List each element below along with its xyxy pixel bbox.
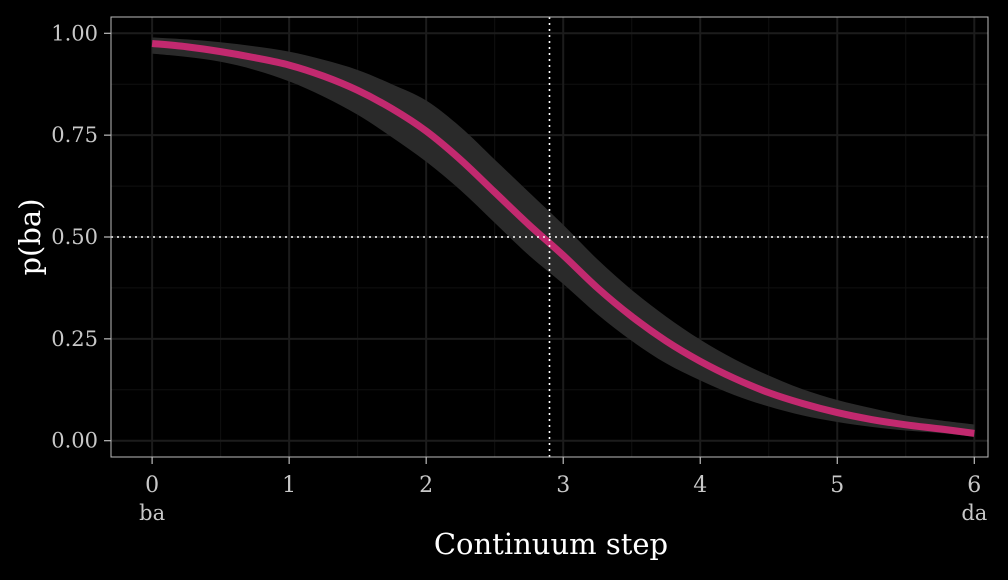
x-tick-label: 0 bbox=[145, 473, 159, 498]
fitted-curve bbox=[151, 39, 975, 437]
y-tick-label: 0.25 bbox=[51, 327, 98, 351]
y-tick-label: 1.00 bbox=[51, 21, 98, 45]
major-grid bbox=[111, 17, 988, 457]
curve-layer bbox=[151, 39, 975, 437]
x-tick-label: 5 bbox=[830, 473, 844, 498]
confidence-band-layer bbox=[152, 37, 975, 437]
y-axis: 0.00 0.25 0.50 0.75 1.00 bbox=[51, 21, 111, 453]
x-endpoint-label: ba bbox=[139, 501, 165, 525]
x-tick-label: 1 bbox=[282, 473, 296, 498]
y-axis-title: p(ba) bbox=[13, 198, 47, 275]
confidence-band bbox=[152, 37, 975, 437]
x-endpoint-label: da bbox=[961, 501, 987, 525]
y-tick-label: 0.00 bbox=[51, 429, 98, 453]
x-axis: 0 1 2 3 4 5 6 ba da bbox=[139, 457, 987, 525]
reference-lines bbox=[111, 17, 988, 457]
y-tick-label: 0.50 bbox=[51, 225, 98, 249]
x-axis-title: Continuum step bbox=[434, 527, 668, 561]
y-tick-label: 0.75 bbox=[51, 123, 98, 147]
x-tick-label: 2 bbox=[419, 473, 433, 498]
x-tick-label: 4 bbox=[693, 473, 707, 498]
x-tick-label: 6 bbox=[967, 473, 981, 498]
x-tick-label: 3 bbox=[556, 473, 570, 498]
